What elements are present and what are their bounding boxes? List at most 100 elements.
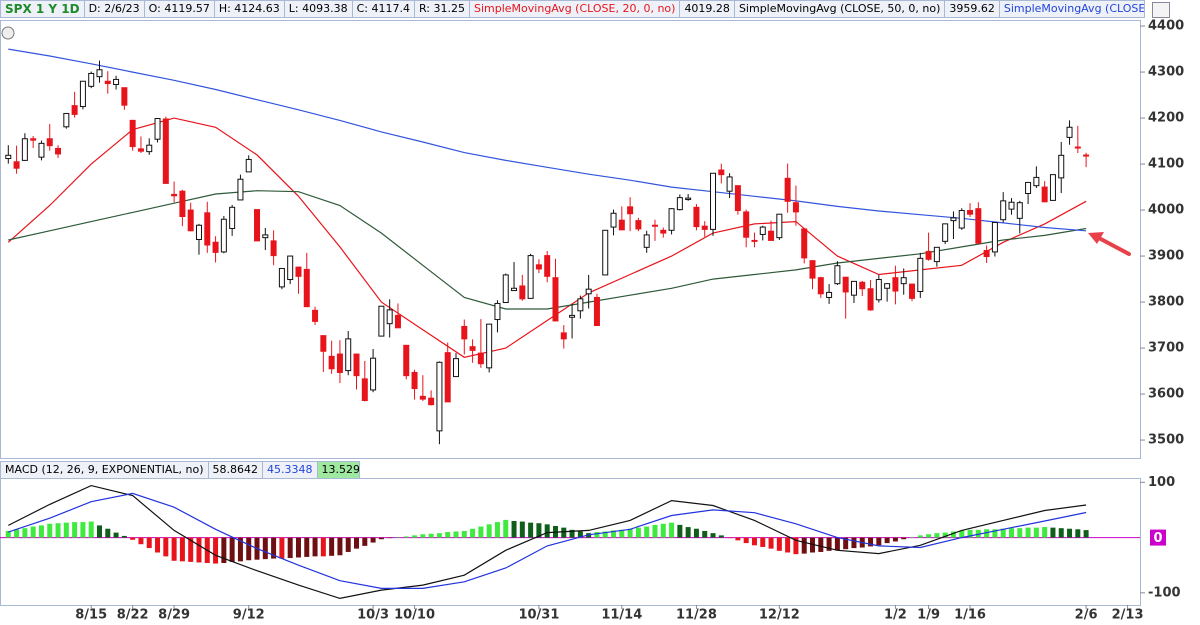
candle-body: [79, 80, 86, 108]
histogram-bar: [652, 524, 658, 538]
candle-body: [511, 287, 518, 292]
candle-body: [1058, 154, 1065, 179]
candle-body: [610, 212, 617, 228]
candle-body: [544, 255, 551, 277]
candle-body: [179, 190, 186, 217]
candle-body: [71, 105, 78, 115]
candle-body: [1049, 174, 1056, 201]
histogram-bar: [271, 537, 277, 559]
candle-body: [121, 87, 128, 106]
histogram-bar: [834, 537, 840, 551]
candle-body: [933, 246, 940, 263]
histogram-bar: [793, 537, 799, 555]
settings-button[interactable]: [1152, 2, 1170, 18]
symbol[interactable]: SPX 1 Y 1D: [1, 1, 85, 17]
candle-body: [792, 202, 799, 213]
histogram-bar: [942, 532, 948, 538]
y-tick-label: -100: [1148, 585, 1181, 600]
histogram-bar: [30, 526, 36, 538]
histogram-bar: [14, 529, 20, 538]
histogram-bar: [934, 533, 940, 538]
histogram-bar: [312, 537, 318, 557]
histogram-bar: [901, 537, 907, 540]
candle-body: [776, 213, 783, 239]
candle-body: [187, 209, 194, 232]
histogram-bar: [196, 537, 202, 563]
candle-body: [444, 352, 451, 403]
candle-body: [278, 267, 285, 288]
histogram-bar: [801, 537, 807, 554]
histogram-bar: [1000, 528, 1006, 538]
candle-body: [428, 397, 435, 406]
histogram-bar: [130, 537, 136, 540]
histogram-bar: [776, 537, 782, 551]
histogram-bar: [594, 532, 600, 538]
candle-body: [950, 217, 957, 222]
x-tick-label: 11/28: [676, 608, 717, 623]
candle-body: [361, 378, 368, 402]
candle-body: [394, 314, 401, 329]
candle-body: [685, 197, 692, 200]
candle-body: [834, 265, 841, 285]
candle-body: [602, 229, 609, 276]
y-tick-label: 3600: [1148, 387, 1184, 402]
candle-body: [270, 240, 277, 257]
histogram-bar: [528, 522, 534, 538]
histogram-bar: [453, 531, 459, 538]
histogram-bar: [22, 528, 28, 538]
candle-body: [204, 212, 211, 246]
candle-body: [469, 346, 476, 351]
panel-icon[interactable]: [1, 26, 15, 40]
histogram-bar: [279, 537, 285, 559]
histogram-bar: [677, 524, 683, 538]
candle-body: [419, 395, 426, 400]
y-tick-label: 100: [1148, 475, 1175, 490]
histogram-bar: [1017, 528, 1023, 538]
histogram-bar: [992, 529, 998, 538]
histogram-bar: [304, 537, 310, 557]
candle-body: [1074, 146, 1081, 149]
candle-body: [129, 119, 136, 148]
legend-entry: SimpleMovingAvg (CLOSE, 50, 0, no): [735, 1, 946, 17]
y-tick-label: 4300: [1148, 65, 1184, 80]
candle-body: [975, 208, 982, 244]
histogram-bar: [155, 537, 161, 553]
candle-body: [378, 305, 385, 337]
histogram-bar: [395, 537, 401, 538]
candle-body: [5, 154, 12, 160]
x-tick-label: 10/10: [394, 608, 435, 623]
candle-body: [370, 357, 377, 391]
histogram-bar: [577, 531, 583, 538]
histogram-bar: [362, 537, 368, 546]
indicator-name: MACD (12, 26, 9, EXPONENTIAL, no): [1, 462, 209, 478]
histogram-bar: [436, 533, 442, 538]
candle-body: [726, 176, 733, 192]
candle-body: [668, 208, 675, 231]
candle-body: [627, 206, 634, 215]
info: L: 4093.38: [285, 1, 353, 17]
y-tick-label: 3900: [1148, 249, 1184, 264]
candle-body: [21, 138, 28, 161]
x-tick-label: 1/16: [954, 608, 986, 623]
histogram-bar: [188, 537, 194, 562]
x-tick-label: 1/9: [917, 608, 940, 623]
histogram-bar: [1083, 530, 1089, 538]
readout: 58.8642: [209, 462, 264, 478]
price-panel: [0, 20, 1141, 459]
line: [8, 48, 1087, 232]
candle-body: [1000, 200, 1007, 221]
candle-body: [942, 223, 949, 242]
histogram-bar: [627, 528, 633, 538]
x-tick-label: 8/15: [75, 608, 107, 623]
candle-body: [502, 274, 509, 304]
candle-body: [1008, 201, 1015, 210]
candle-body: [436, 361, 443, 432]
candle-body: [295, 266, 302, 277]
candle-body: [991, 221, 998, 253]
histogram-bar: [826, 537, 832, 551]
candle-body: [30, 138, 37, 141]
candle-body: [643, 234, 650, 248]
candle-body: [386, 309, 393, 325]
candle-body: [212, 241, 219, 253]
